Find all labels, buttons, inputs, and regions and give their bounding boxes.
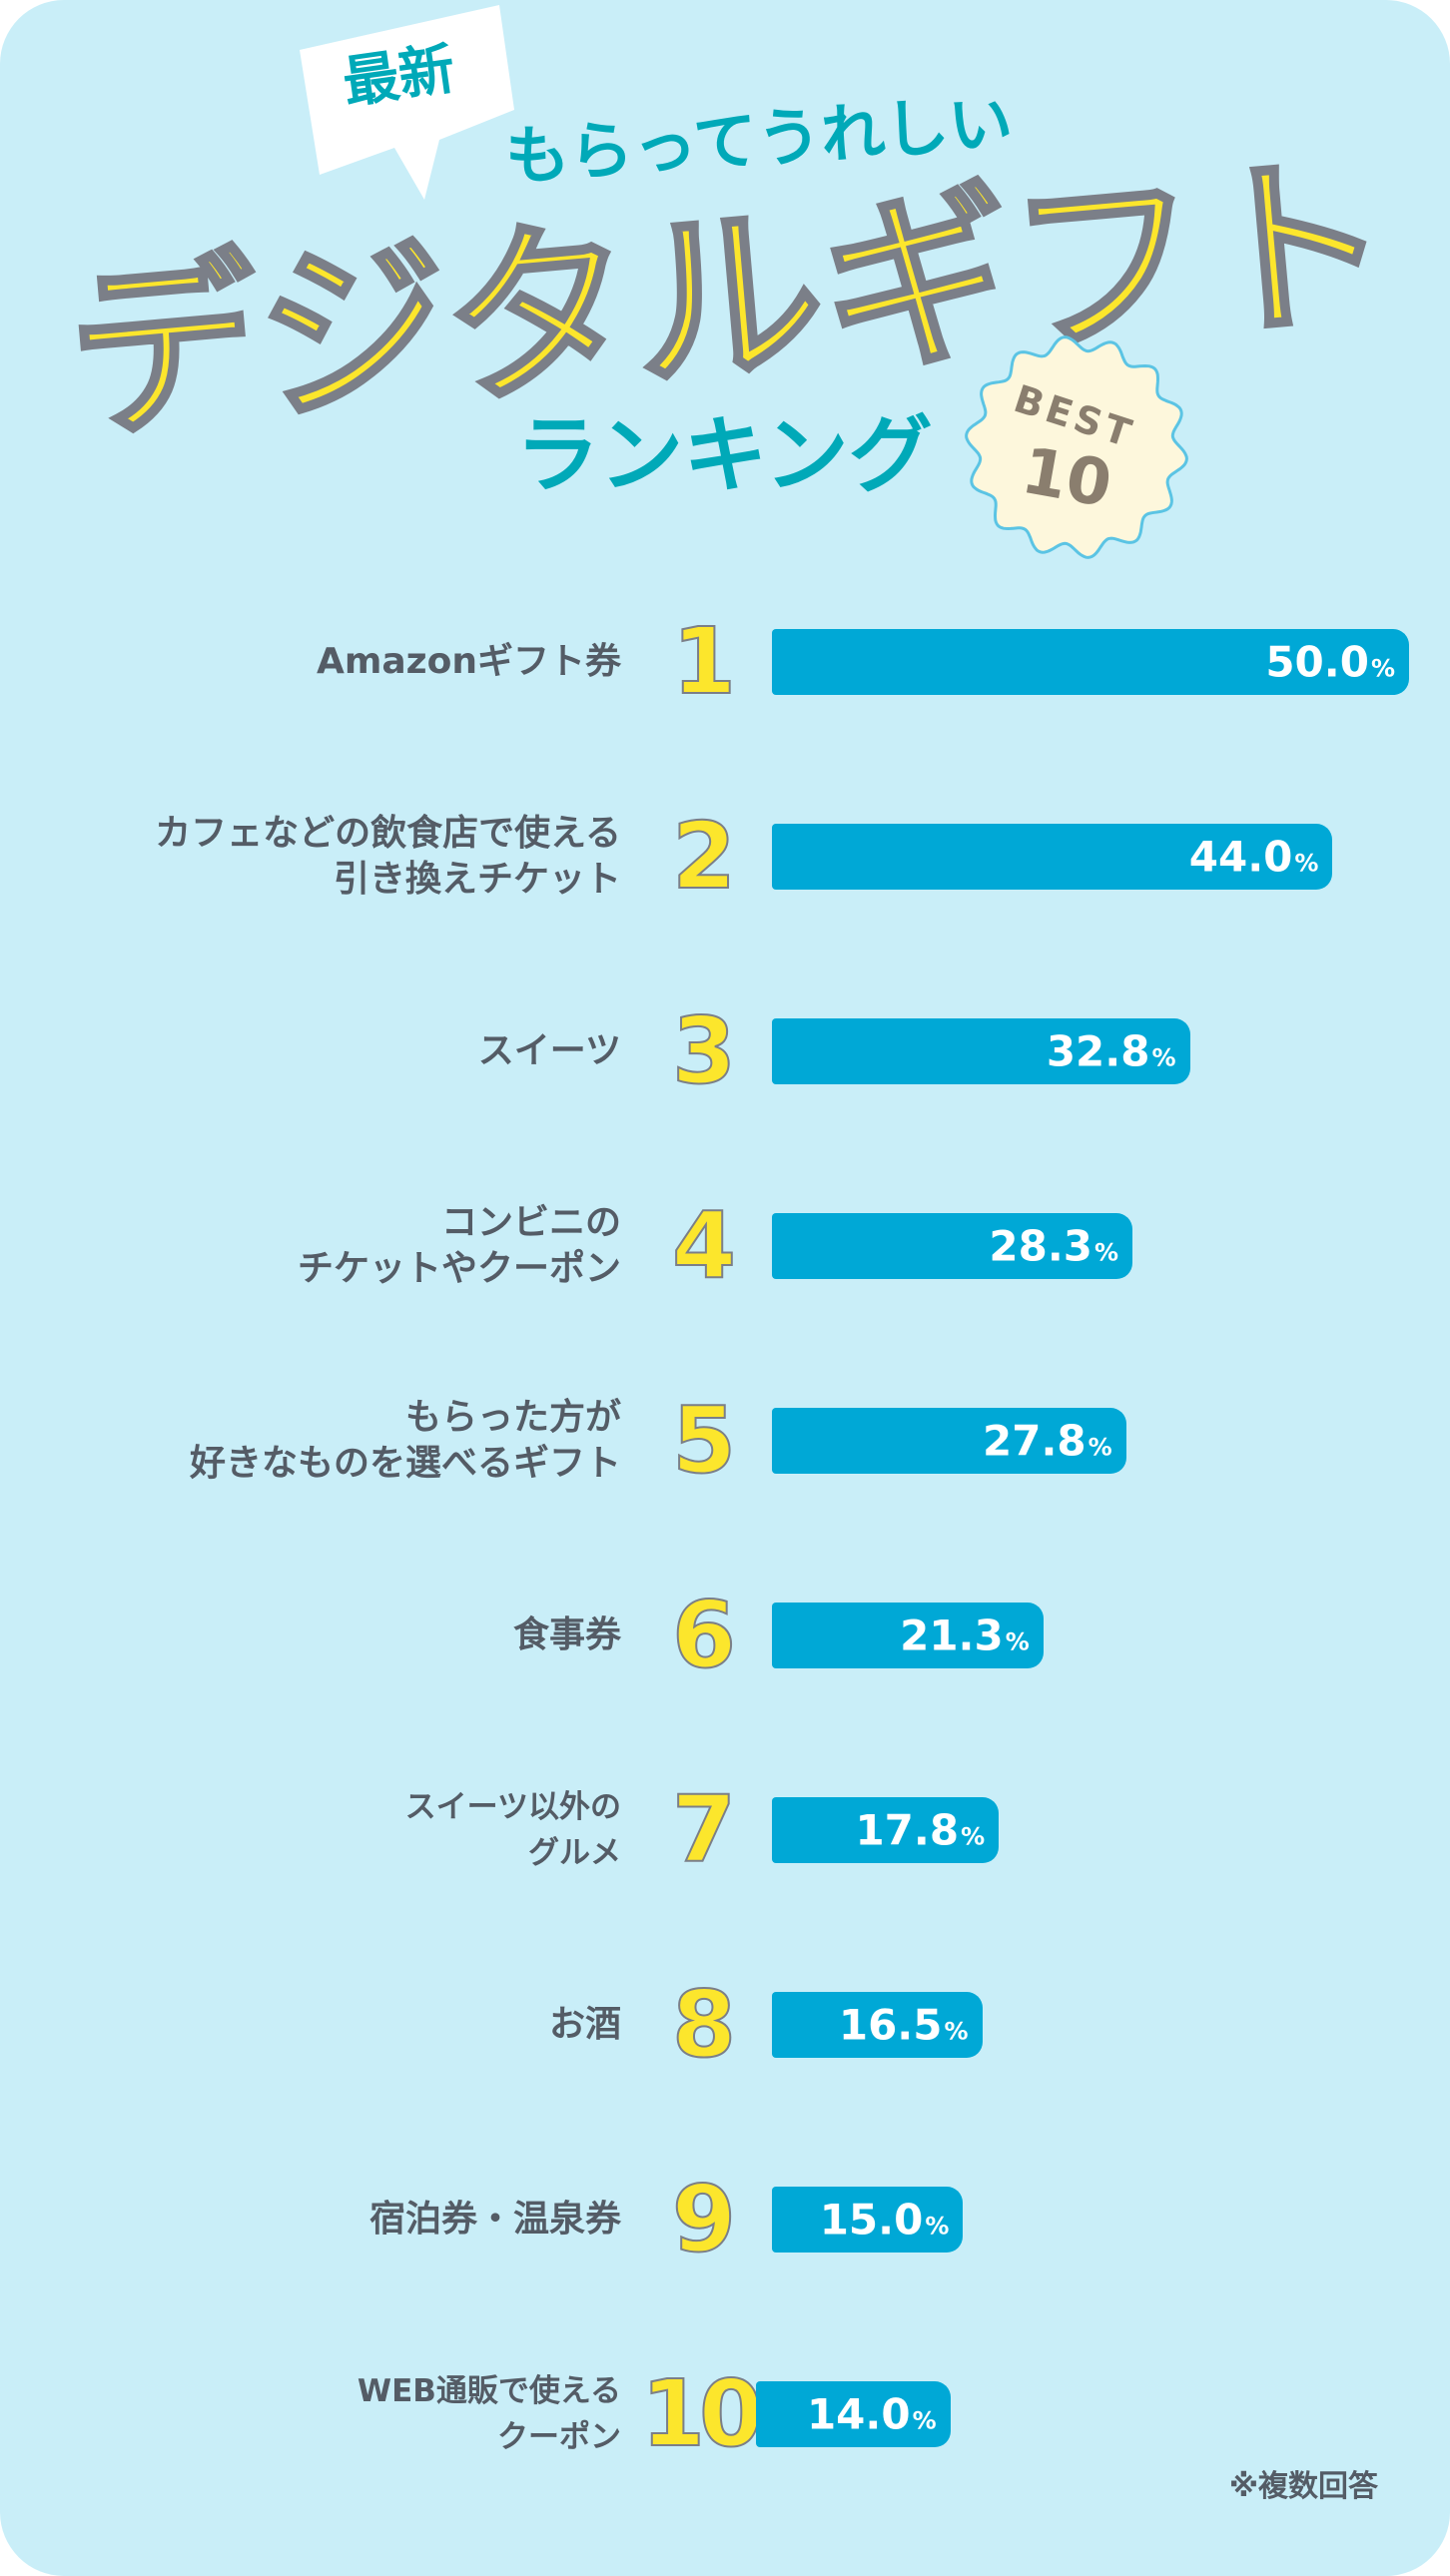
item-label: WEB通販で使える クーポン	[357, 2373, 621, 2455]
value-label: 27.8%	[983, 1417, 1112, 1466]
value-label: 21.3%	[900, 1611, 1030, 1660]
percent-unit: %	[1151, 1043, 1176, 1072]
rank-number: 1	[671, 608, 737, 715]
ranking-row: お酒 8 16.5%	[0, 1965, 1450, 2085]
rank-number: 7	[671, 1776, 737, 1883]
rank-number: 3	[671, 997, 737, 1104]
ranking-text: ランキング	[515, 406, 932, 504]
footnote: ※複数回答	[1228, 2469, 1378, 2504]
value-bar: 17.8%	[772, 1797, 1000, 1863]
value-bar: 32.8%	[772, 1018, 1190, 1084]
rank-number: 2	[671, 803, 737, 910]
value-label: 32.8%	[1047, 1027, 1176, 1076]
percent-unit: %	[1088, 1433, 1112, 1462]
value-label: 17.8%	[855, 1806, 985, 1855]
percent-unit: %	[944, 2017, 969, 2046]
value-number: 27.8	[983, 1416, 1087, 1466]
value-number: 28.3	[989, 1221, 1093, 1271]
rank-number: 8	[671, 1971, 737, 2078]
item-label: 宿泊券・温泉券	[368, 2199, 621, 2240]
ranking-row: スイーツ以外の グルメ 7 17.8%	[0, 1770, 1450, 1890]
value-bar: 14.0%	[756, 2381, 951, 2447]
value-number: 15.0	[819, 2195, 924, 2245]
rank-number: 5	[671, 1387, 737, 1494]
ranking-row: スイーツ 3 32.8%	[0, 991, 1450, 1111]
item-label: もらった方が 好きなものを選べるギフト	[189, 1397, 621, 1484]
ranking-row: カフェなどの飲食店で使える 引き換えチケット 2 44.0%	[0, 797, 1450, 917]
value-bar: 27.8%	[772, 1408, 1126, 1474]
percent-unit: %	[1094, 1238, 1119, 1267]
item-label: Amazonギフト券	[317, 641, 621, 682]
percent-unit: %	[1005, 1627, 1030, 1656]
ranking-row: WEB通販で使える クーポン 10 14.0%	[0, 2354, 1450, 2474]
percent-unit: %	[925, 2212, 950, 2241]
ranking-row: 食事券 6 21.3%	[0, 1576, 1450, 1695]
header-graphic: 最新 もらってうれしい デジタルギフト ランキング BEST 10	[59, 5, 1401, 559]
item-label: カフェなどの飲食店で使える 引き換えチケット	[155, 813, 621, 900]
rank-number: 4	[671, 1192, 737, 1299]
value-bar: 28.3%	[772, 1213, 1133, 1279]
value-number: 17.8	[855, 1805, 960, 1855]
item-label: お酒	[548, 2004, 621, 2045]
value-number: 50.0	[1265, 637, 1369, 687]
value-number: 44.0	[1188, 832, 1293, 882]
percent-unit: %	[1370, 654, 1395, 683]
value-number: 32.8	[1046, 1026, 1150, 1076]
value-bar: 44.0%	[772, 824, 1333, 890]
value-label: 44.0%	[1189, 833, 1319, 882]
value-bar: 21.3%	[772, 1603, 1044, 1668]
value-label: 28.3%	[989, 1222, 1118, 1271]
item-label: スイーツ以外の グルメ	[404, 1789, 621, 1871]
value-label: 16.5%	[839, 2001, 969, 2050]
value-bar: 15.0%	[772, 2187, 964, 2253]
value-label: 14.0%	[807, 2390, 937, 2439]
item-label: 食事券	[512, 1614, 621, 1655]
item-label: コンビニの チケットやクーポン	[297, 1202, 621, 1289]
best-number: 10	[1017, 434, 1117, 522]
value-label: 15.0%	[820, 2196, 950, 2245]
value-bar: 50.0%	[772, 629, 1409, 695]
ranking-row: Amazonギフト券 1 50.0%	[0, 602, 1450, 722]
percent-unit: %	[961, 1822, 986, 1851]
value-number: 16.5	[838, 2000, 943, 2050]
item-label: スイーツ	[477, 1030, 621, 1071]
percent-unit: %	[912, 2406, 937, 2435]
ranking-row: 宿泊券・温泉券 9 15.0%	[0, 2160, 1450, 2279]
value-bar: 16.5%	[772, 1992, 983, 2058]
best10-badge: BEST 10	[965, 335, 1188, 559]
value-label: 50.0%	[1265, 638, 1395, 687]
value-number: 21.3	[900, 1610, 1004, 1660]
ranking-row: もらった方が 好きなものを選べるギフト 5 27.8%	[0, 1381, 1450, 1501]
rank-number: 10	[640, 2360, 764, 2467]
percent-unit: %	[1294, 849, 1319, 878]
badge-new-text: 最新	[340, 37, 459, 117]
new-speech-bubble: 最新	[300, 5, 514, 200]
rank-number: 9	[671, 2166, 737, 2272]
value-number: 14.0	[806, 2389, 911, 2439]
ranking-row: コンビニの チケットやクーポン 4 28.3%	[0, 1186, 1450, 1306]
rank-number: 6	[671, 1582, 737, 1688]
